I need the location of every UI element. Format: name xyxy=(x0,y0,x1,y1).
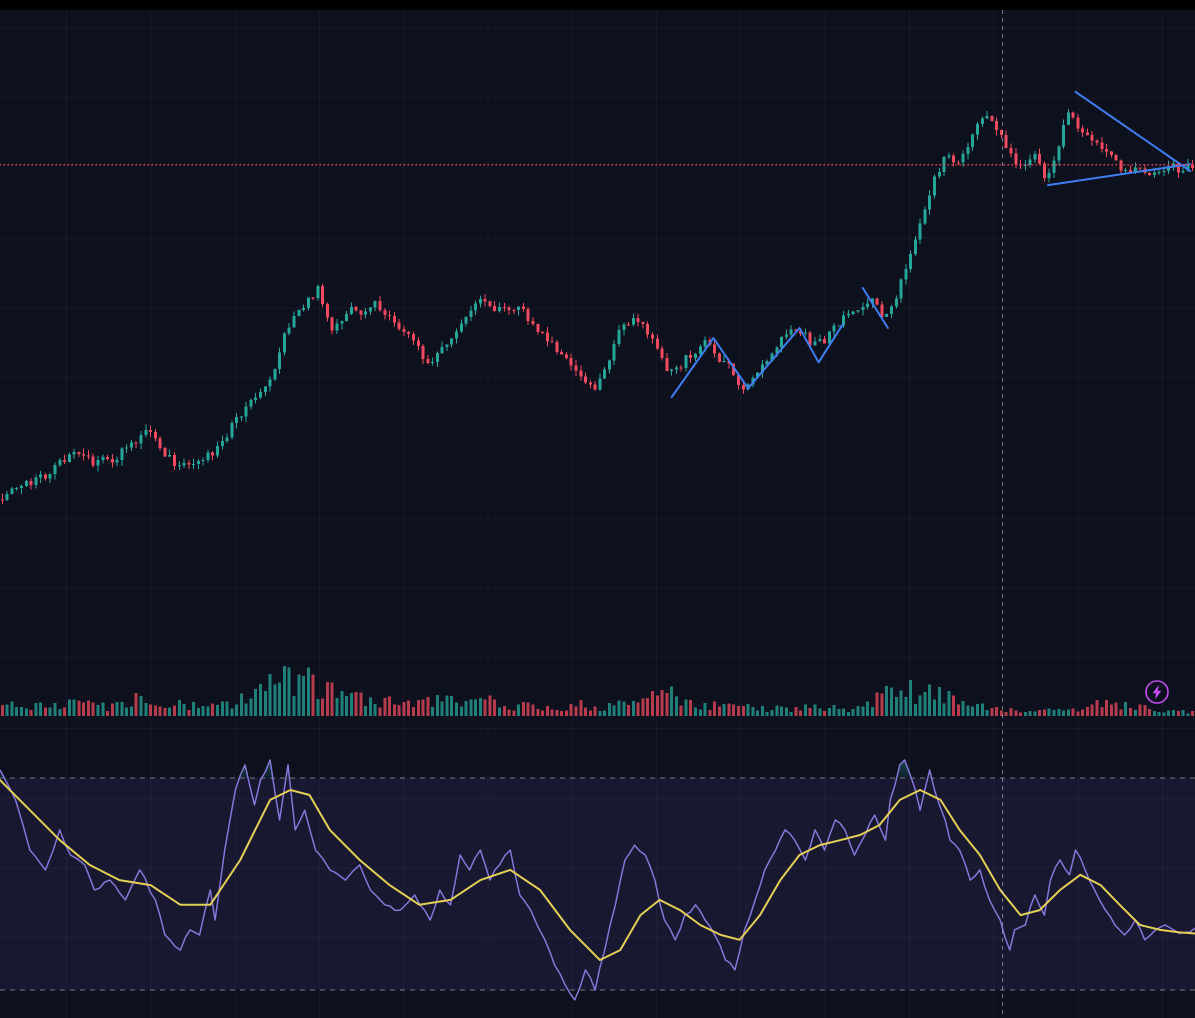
top-bar xyxy=(0,0,1195,10)
stochastic-lines xyxy=(0,759,1195,1001)
volume-bars xyxy=(0,666,1195,716)
overbought-fills xyxy=(0,760,932,778)
lightning-icon[interactable] xyxy=(1143,678,1171,706)
grid-lines xyxy=(0,10,1195,1018)
trendline-drawings[interactable] xyxy=(670,90,1192,399)
